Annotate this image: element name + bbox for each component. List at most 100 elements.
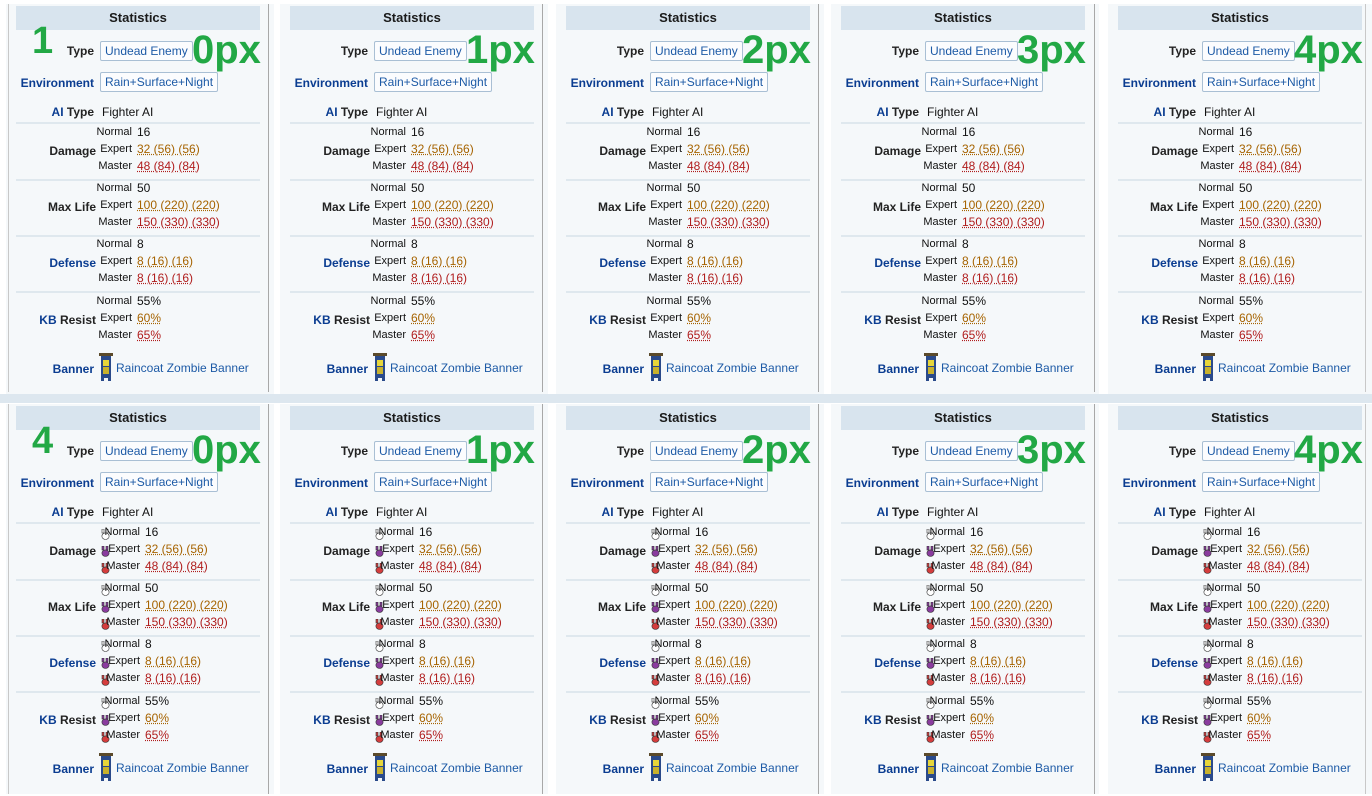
environment-value-link[interactable]: Rain+Surface+Night: [650, 472, 769, 492]
damage-expert-value[interactable]: 32 (56) (56): [1239, 142, 1302, 156]
environment-value-link[interactable]: Rain+Surface+Night: [374, 72, 493, 92]
environment-value-link[interactable]: Rain+Surface+Night: [374, 472, 493, 492]
defense-master-value[interactable]: 8 (16) (16): [970, 671, 1027, 685]
kb-master-value[interactable]: 65%: [145, 728, 170, 742]
kb-master-value[interactable]: 65%: [1247, 728, 1272, 742]
type-value-link[interactable]: Undead Enemy: [100, 41, 193, 61]
environment-label[interactable]: Environment: [845, 476, 919, 490]
type-value-link[interactable]: Undead Enemy: [1202, 41, 1295, 61]
kb-expert-value[interactable]: 60%: [687, 311, 712, 325]
damage-master-value[interactable]: 48 (84) (84): [1239, 159, 1302, 173]
damage-master-value[interactable]: 48 (84) (84): [687, 159, 750, 173]
maxlife-expert-value[interactable]: 100 (220) (220): [695, 598, 778, 612]
damage-expert-value[interactable]: 32 (56) (56): [145, 542, 208, 556]
defense-master-value[interactable]: 8 (16) (16): [687, 271, 744, 285]
kb-expert-value[interactable]: 60%: [962, 311, 987, 325]
environment-value-link[interactable]: Rain+Surface+Night: [1202, 72, 1321, 92]
defense-expert-value[interactable]: 8 (16) (16): [1247, 654, 1304, 668]
damage-master-value[interactable]: 48 (84) (84): [962, 159, 1025, 173]
defense-label[interactable]: Defense: [874, 256, 921, 270]
banner-value-link[interactable]: Raincoat Zombie Banner: [116, 761, 249, 775]
damage-master-value[interactable]: 48 (84) (84): [695, 559, 758, 573]
defense-label[interactable]: Defense: [874, 656, 921, 670]
kb-expert-value[interactable]: 60%: [1247, 711, 1272, 725]
ai-label-link[interactable]: AI: [1153, 505, 1166, 519]
banner-label[interactable]: Banner: [602, 362, 644, 376]
defense-master-value[interactable]: 8 (16) (16): [137, 271, 194, 285]
environment-label[interactable]: Environment: [20, 76, 94, 90]
defense-expert-value[interactable]: 8 (16) (16): [145, 654, 202, 668]
defense-expert-value[interactable]: 8 (16) (16): [695, 654, 752, 668]
defense-label[interactable]: Defense: [1151, 256, 1198, 270]
ai-label-link[interactable]: AI: [325, 105, 338, 119]
banner-label[interactable]: Banner: [877, 762, 919, 776]
kb-label-link[interactable]: KB: [589, 713, 607, 727]
kb-expert-value[interactable]: 60%: [695, 711, 720, 725]
defense-master-value[interactable]: 8 (16) (16): [1239, 271, 1296, 285]
kb-label-link[interactable]: KB: [589, 313, 607, 327]
kb-label-link[interactable]: KB: [39, 713, 57, 727]
kb-label-link[interactable]: KB: [1141, 713, 1159, 727]
banner-value-link[interactable]: Raincoat Zombie Banner: [666, 361, 799, 375]
type-value-link[interactable]: Undead Enemy: [100, 441, 193, 461]
kb-label-link[interactable]: KB: [864, 713, 882, 727]
environment-value-link[interactable]: Rain+Surface+Night: [925, 72, 1044, 92]
kb-expert-value[interactable]: 60%: [145, 711, 170, 725]
kb-master-value[interactable]: 65%: [962, 328, 987, 342]
banner-label[interactable]: Banner: [877, 362, 919, 376]
ai-label-link[interactable]: AI: [876, 505, 889, 519]
banner-label[interactable]: Banner: [52, 362, 94, 376]
maxlife-master-value[interactable]: 150 (330) (330): [145, 615, 228, 629]
defense-master-value[interactable]: 8 (16) (16): [962, 271, 1019, 285]
maxlife-expert-value[interactable]: 100 (220) (220): [970, 598, 1053, 612]
damage-master-value[interactable]: 48 (84) (84): [145, 559, 208, 573]
kb-master-value[interactable]: 65%: [419, 728, 444, 742]
defense-expert-value[interactable]: 8 (16) (16): [419, 654, 476, 668]
defense-label[interactable]: Defense: [323, 656, 370, 670]
raincoat-zombie-banner-icon[interactable]: [924, 353, 938, 381]
raincoat-zombie-banner-icon[interactable]: [1201, 753, 1215, 781]
ai-label-link[interactable]: AI: [325, 505, 338, 519]
environment-value-link[interactable]: Rain+Surface+Night: [650, 72, 769, 92]
banner-value-link[interactable]: Raincoat Zombie Banner: [390, 361, 523, 375]
maxlife-master-value[interactable]: 150 (330) (330): [695, 615, 778, 629]
environment-label[interactable]: Environment: [570, 76, 644, 90]
raincoat-zombie-banner-icon[interactable]: [99, 753, 113, 781]
environment-label[interactable]: Environment: [1122, 476, 1196, 490]
environment-value-link[interactable]: Rain+Surface+Night: [925, 472, 1044, 492]
damage-master-value[interactable]: 48 (84) (84): [1247, 559, 1310, 573]
maxlife-master-value[interactable]: 150 (330) (330): [419, 615, 502, 629]
kb-label-link[interactable]: KB: [313, 713, 331, 727]
banner-value-link[interactable]: Raincoat Zombie Banner: [116, 361, 249, 375]
banner-label[interactable]: Banner: [52, 762, 94, 776]
damage-master-value[interactable]: 48 (84) (84): [419, 559, 482, 573]
type-value-link[interactable]: Undead Enemy: [925, 441, 1018, 461]
kb-expert-value[interactable]: 60%: [970, 711, 995, 725]
ai-label-link[interactable]: AI: [601, 105, 614, 119]
environment-value-link[interactable]: Rain+Surface+Night: [1202, 472, 1321, 492]
ai-label-link[interactable]: AI: [601, 505, 614, 519]
kb-expert-value[interactable]: 60%: [137, 311, 162, 325]
environment-value-link[interactable]: Rain+Surface+Night: [100, 72, 219, 92]
defense-label[interactable]: Defense: [599, 256, 646, 270]
kb-master-value[interactable]: 65%: [137, 328, 162, 342]
banner-value-link[interactable]: Raincoat Zombie Banner: [941, 761, 1074, 775]
damage-expert-value[interactable]: 32 (56) (56): [695, 542, 758, 556]
defense-label[interactable]: Defense: [599, 656, 646, 670]
raincoat-zombie-banner-icon[interactable]: [373, 353, 387, 381]
kb-master-value[interactable]: 65%: [695, 728, 720, 742]
damage-expert-value[interactable]: 32 (56) (56): [411, 142, 474, 156]
kb-label-link[interactable]: KB: [39, 313, 57, 327]
defense-expert-value[interactable]: 8 (16) (16): [137, 254, 194, 268]
defense-label[interactable]: Defense: [49, 656, 96, 670]
banner-value-link[interactable]: Raincoat Zombie Banner: [1218, 361, 1351, 375]
kb-label-link[interactable]: KB: [1141, 313, 1159, 327]
kb-expert-value[interactable]: 60%: [419, 711, 444, 725]
ai-label-link[interactable]: AI: [876, 105, 889, 119]
kb-label-link[interactable]: KB: [864, 313, 882, 327]
maxlife-master-value[interactable]: 150 (330) (330): [137, 215, 220, 229]
damage-master-value[interactable]: 48 (84) (84): [970, 559, 1033, 573]
kb-label-link[interactable]: KB: [313, 313, 331, 327]
banner-label[interactable]: Banner: [326, 362, 368, 376]
raincoat-zombie-banner-icon[interactable]: [924, 753, 938, 781]
